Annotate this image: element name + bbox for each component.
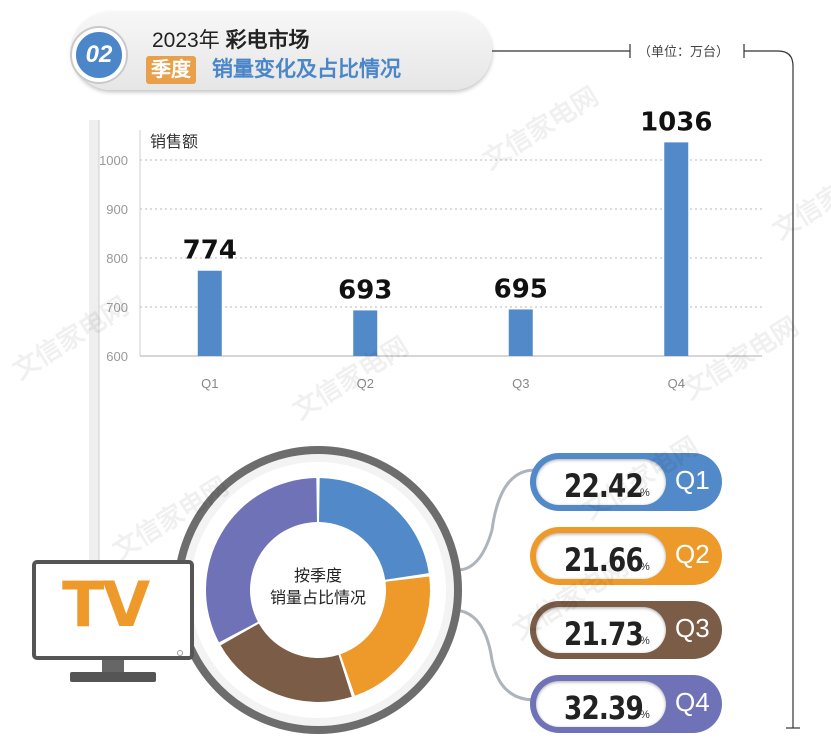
share-pill-inner: 21.73% [536, 607, 666, 653]
share-quarter-label: Q2 [675, 539, 710, 569]
share-value: 21.66 [564, 541, 644, 579]
x-tick-label: Q2 [357, 376, 374, 391]
share-pill-q1: 22.42% Q1 [530, 453, 722, 511]
donut-center-line-2: 销量占比情况 [269, 590, 366, 607]
x-tick-label: Q1 [201, 376, 218, 391]
y-axis-label: 销售额 [150, 134, 199, 151]
bar-value-label: 693 [338, 275, 392, 305]
share-value: 22.42 [564, 467, 644, 505]
bar-q3 [508, 309, 533, 356]
bar-q4 [664, 142, 689, 356]
share-pill-q2: 21.66% Q2 [530, 527, 722, 585]
header-banner [72, 12, 492, 90]
share-value: 32.39 [564, 689, 644, 727]
title-topic: 彩电市场 [225, 29, 310, 52]
bar-chart: 600 700 800 900 1000 774 Q1 693 Q2 695 Q3 1036 Q4 [99, 107, 762, 391]
y-tick-label: 700 [106, 300, 128, 315]
share-unit: % [640, 635, 650, 647]
x-tick-label: Q3 [512, 376, 529, 391]
bar-value-label: 695 [494, 274, 548, 304]
share-pill-inner: 22.42% [536, 459, 666, 505]
share-quarter-label: Q1 [675, 465, 710, 495]
donut-slice-q2 [340, 576, 430, 696]
donut-center-line-1: 按季度 [293, 568, 342, 585]
title-line-1: 2023年 彩电市场 [152, 24, 310, 54]
share-unit: % [640, 561, 650, 573]
share-value: 21.73 [564, 615, 644, 653]
unit-label: （单位：万台） [638, 44, 730, 59]
share-quarter-label: Q4 [675, 687, 710, 717]
share-unit: % [640, 709, 650, 721]
share-pill-inner: 32.39% [536, 681, 666, 727]
y-tick-label: 900 [106, 202, 128, 217]
share-pill-q3: 21.73% Q3 [530, 601, 722, 659]
donut-slice-q1 [319, 478, 429, 580]
donut-slice-q3 [220, 623, 352, 702]
share-unit: % [640, 487, 650, 499]
title-year: 2023年 [152, 29, 226, 52]
donut-slice-q4 [206, 478, 317, 643]
share-pill-inner: 21.66% [536, 533, 666, 579]
donut-hole [252, 524, 384, 656]
bar-q2 [353, 310, 378, 356]
tv-label: TV [62, 568, 150, 641]
x-tick-label: Q4 [668, 376, 685, 391]
season-chip: 季度 [146, 56, 196, 84]
section-number-badge: 02 [72, 28, 126, 82]
donut-center-label: 按季度 销量占比情况 [243, 566, 393, 610]
y-tick-label: 1000 [99, 153, 128, 168]
title-line-2: 销量变化及占比情况 [212, 58, 401, 81]
share-pill-q4: 32.39% Q4 [530, 675, 722, 733]
tv-icon [32, 560, 194, 682]
share-quarter-label: Q3 [675, 613, 710, 643]
bar-q1 [197, 270, 222, 356]
y-tick-label: 800 [106, 251, 128, 266]
bar-value-label: 774 [183, 236, 237, 266]
y-tick-label: 600 [106, 349, 128, 364]
bar-value-label: 1036 [640, 107, 712, 137]
